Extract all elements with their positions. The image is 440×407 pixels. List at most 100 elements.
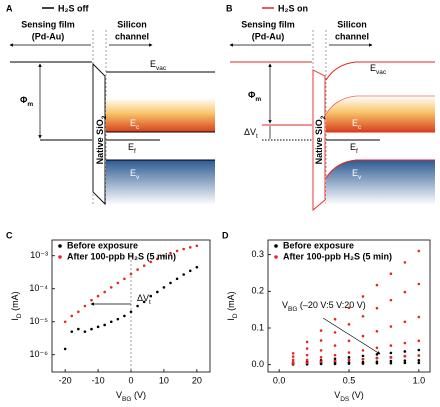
data-point <box>403 361 407 365</box>
legend-text: Before exposure <box>67 240 138 250</box>
data-point <box>109 320 113 324</box>
legend-text: H₂S on <box>278 3 308 13</box>
data-point <box>375 330 379 333</box>
annotation: ΔVt <box>137 293 151 305</box>
data-point <box>169 281 172 285</box>
data-point <box>103 323 106 327</box>
data-point <box>109 286 113 289</box>
y-tick-label: 10⁻³ <box>30 250 48 260</box>
data-point <box>361 314 365 318</box>
data-point <box>347 351 351 354</box>
channel-label: channel <box>335 31 369 41</box>
y-tick-label: 10⁻⁵ <box>30 316 49 326</box>
x-tick-label: -10 <box>92 375 105 385</box>
data-point <box>77 310 80 314</box>
data-point <box>389 351 393 355</box>
data-point <box>162 286 166 289</box>
data-point <box>319 329 323 332</box>
film-label: (Pd-Au) <box>252 31 285 41</box>
data-point <box>319 360 323 364</box>
data-point <box>123 314 126 318</box>
channel-label: channel <box>115 31 149 41</box>
data-point <box>417 315 421 319</box>
data-point <box>347 323 351 326</box>
data-point <box>333 362 337 366</box>
unit: (mA) <box>10 291 20 313</box>
subscript: v <box>136 174 140 181</box>
data-point <box>347 356 351 359</box>
symbol: Φ <box>20 95 28 105</box>
data-point <box>319 339 323 342</box>
data-point <box>403 359 407 362</box>
data-point <box>156 290 159 294</box>
data-point <box>291 352 295 355</box>
annotation-arrow <box>322 317 381 355</box>
data-point <box>389 361 393 365</box>
x-tick-label: -20 <box>59 375 72 385</box>
level-label: Ec <box>130 118 140 130</box>
film-label: (Pd-Au) <box>32 31 65 41</box>
legend-text: After 100-ppb H₂S (5 min) <box>283 251 392 261</box>
data-point <box>403 341 407 345</box>
data-point <box>136 304 139 308</box>
data-point <box>403 354 407 358</box>
symbol: E <box>130 118 136 128</box>
data-point <box>305 353 309 357</box>
data-point <box>333 331 337 334</box>
unit: (V) <box>131 390 146 400</box>
level-label: Evac <box>150 59 167 71</box>
data-point <box>77 327 80 331</box>
unit: (V) <box>349 390 364 400</box>
film-label: Sensing film <box>241 19 295 29</box>
x-tick-label: 0 <box>128 375 133 385</box>
subscript: BG <box>122 396 131 403</box>
symbol: V <box>334 390 340 400</box>
data-point <box>305 358 309 362</box>
symbol: E <box>150 59 156 69</box>
subscript: v <box>358 174 362 181</box>
panel-label: A <box>6 3 13 13</box>
level-label: Ec <box>352 118 362 130</box>
symbol: ΔV <box>137 293 149 303</box>
level-label: Evac <box>370 63 387 75</box>
y-tick-label: 10⁻⁶ <box>30 349 49 359</box>
data-point <box>375 356 379 360</box>
annotation: VBG (–20 V:5 V:20 V) <box>282 300 366 312</box>
data-point <box>188 269 192 273</box>
data-point <box>319 362 323 366</box>
data-point <box>417 339 421 343</box>
subscript: 2 <box>320 115 327 119</box>
channel-label: Silicon <box>117 19 147 29</box>
legend-marker <box>58 255 62 259</box>
data-point <box>116 317 120 321</box>
channel-label: Silicon <box>337 19 367 29</box>
subscript: DS <box>340 396 350 403</box>
vacuum-level <box>325 61 435 81</box>
data-point <box>361 362 365 365</box>
data-point <box>103 290 106 294</box>
data-point <box>63 320 67 324</box>
data-point <box>389 298 393 302</box>
data-point <box>149 260 153 264</box>
data-point <box>175 249 179 253</box>
subscript: f <box>134 148 136 155</box>
panel-label: D <box>222 230 229 240</box>
phi-label: Φm <box>20 95 33 107</box>
valence-band <box>106 160 215 205</box>
data-point <box>417 354 421 357</box>
data-point <box>389 359 393 363</box>
data-point <box>347 339 351 343</box>
data-point <box>305 361 309 365</box>
panel-b: B H₂S on Sensing film (Pd-Au) Silicon ch… <box>226 3 435 211</box>
y-tick-label: 0.2 <box>251 286 264 296</box>
data-point <box>70 330 74 333</box>
data-point <box>375 361 379 365</box>
symbol: Native SiO <box>95 119 105 164</box>
legend-text: After 100-ppb H₂S (5 min) <box>67 251 176 261</box>
data-point <box>417 361 421 365</box>
data-point <box>375 346 379 350</box>
data-point <box>291 355 295 358</box>
legend-text: Before exposure <box>283 240 354 250</box>
subscript: t <box>256 133 258 140</box>
data-point <box>389 344 393 347</box>
